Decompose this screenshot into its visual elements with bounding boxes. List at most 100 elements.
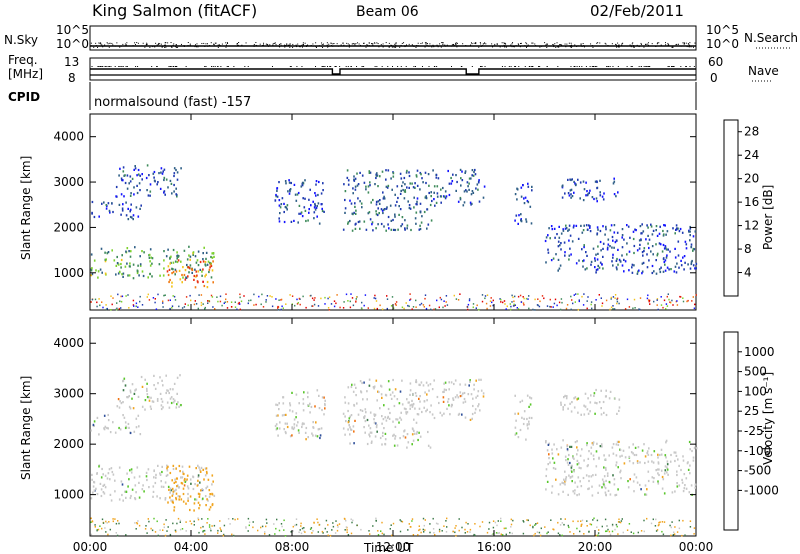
nsky-dot [638, 46, 640, 48]
data-cell [605, 225, 607, 228]
noise-cell [481, 294, 484, 296]
nsky-dot [357, 42, 359, 44]
data-cell [387, 415, 389, 418]
noise-cell [488, 528, 490, 530]
noise-cell [399, 530, 402, 533]
nsky-dot [660, 44, 662, 46]
nsky-dot [171, 46, 173, 48]
data-cell [601, 486, 603, 489]
noise-cell [669, 524, 671, 527]
data-cell [552, 467, 555, 470]
y-tick-label: 2000 [53, 437, 84, 451]
nsky-dot [452, 43, 454, 45]
data-cell [674, 256, 677, 259]
data-cell [380, 393, 383, 396]
noise-cell [678, 519, 680, 522]
noise-cell [430, 308, 432, 311]
noise-cell [648, 299, 651, 302]
data-cell [286, 204, 289, 207]
noise-cell [295, 518, 298, 520]
freq-dot [670, 66, 672, 67]
data-cell [436, 395, 439, 399]
data-cell [169, 487, 172, 490]
nsky-dot [431, 46, 433, 48]
data-cell [570, 445, 573, 448]
data-cell [600, 413, 603, 416]
data-cell [162, 274, 165, 277]
data-cell [146, 396, 149, 399]
data-cell [676, 473, 678, 477]
noise-cell [343, 517, 346, 520]
data-cell [680, 259, 682, 262]
noise-cell [634, 307, 636, 309]
noise-cell [676, 300, 678, 302]
data-cell [444, 197, 447, 200]
data-cell [556, 448, 558, 451]
data-cell [650, 225, 653, 228]
cpid-text: normalsound (fast) -157 [94, 95, 251, 110]
data-cell [547, 443, 550, 446]
data-cell [520, 219, 522, 222]
freq-dot [301, 66, 303, 67]
nsky-dot [546, 46, 548, 48]
noise-cell [474, 523, 476, 525]
data-cell [192, 476, 195, 479]
data-cell [659, 225, 661, 228]
data-cell [363, 181, 366, 184]
data-cell [665, 456, 667, 459]
nsky-dot [657, 42, 659, 44]
data-cell [408, 401, 410, 404]
nsky-dot [655, 46, 657, 48]
noise-cell [317, 521, 319, 524]
freq-label-line1: Freq. [8, 53, 38, 67]
data-cell [456, 394, 458, 397]
data-cell [313, 217, 315, 220]
data-cell [285, 413, 287, 416]
data-cell [160, 407, 163, 411]
data-cell [293, 219, 295, 222]
data-cell [662, 243, 665, 247]
data-cell [100, 247, 103, 250]
noise-cell [178, 305, 180, 308]
noise-cell [271, 305, 274, 308]
data-cell [205, 251, 208, 254]
x-tick-label: 00:00 [679, 540, 714, 554]
data-cell [97, 276, 99, 279]
data-cell [598, 401, 601, 404]
data-cell [692, 456, 695, 459]
data-cell [565, 224, 567, 227]
noise-cell [392, 522, 395, 525]
data-cell [402, 435, 405, 438]
noise-cell [349, 300, 351, 303]
data-cell [157, 382, 159, 385]
data-cell [655, 469, 657, 472]
noise-cell [429, 523, 431, 525]
noise-cell [171, 307, 173, 309]
nsky-dot [596, 42, 598, 44]
nsky-dot [632, 42, 634, 44]
data-cell [90, 497, 93, 500]
data-cell [98, 215, 100, 218]
nsky-dot [352, 43, 354, 45]
data-cell [627, 480, 629, 483]
data-cell [561, 185, 563, 188]
noise-cell [394, 303, 397, 305]
noise-cell [574, 301, 576, 303]
noise-cell [434, 534, 436, 536]
data-cell [317, 428, 320, 431]
data-cell [586, 267, 588, 270]
noise-cell [96, 529, 98, 532]
data-cell [399, 416, 401, 419]
noise-cell [157, 534, 159, 537]
noise-cell [586, 307, 588, 310]
nsky-dot [480, 45, 482, 47]
data-cell [478, 180, 480, 183]
data-cell [547, 234, 549, 237]
data-cell [617, 191, 619, 194]
data-cell [596, 442, 598, 445]
noise-cell [204, 533, 206, 535]
data-cell [127, 396, 129, 399]
data-cell [187, 487, 190, 490]
data-cell [202, 260, 205, 263]
